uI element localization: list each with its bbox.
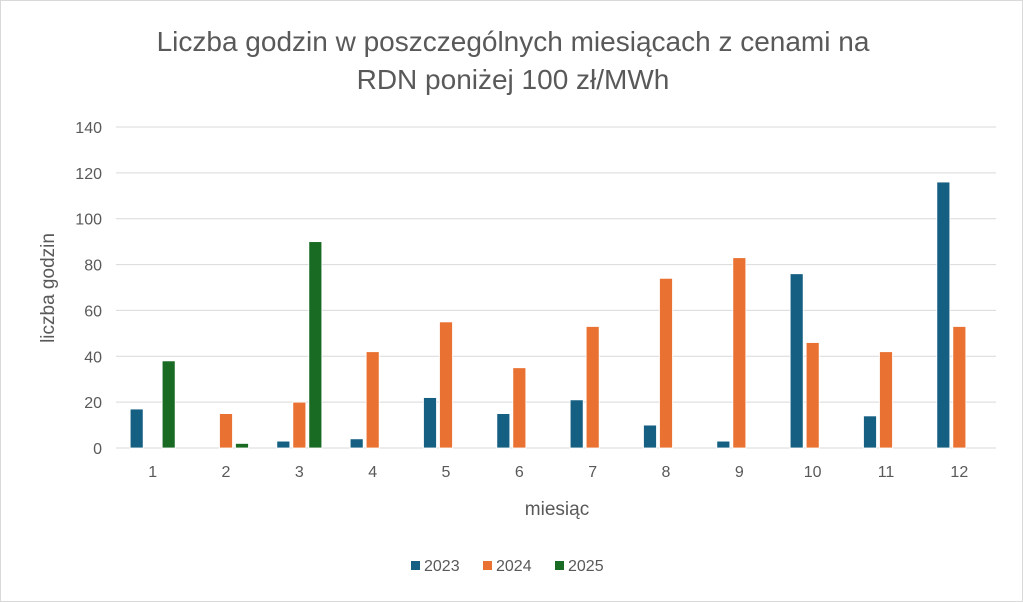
- x-tick-label: 7: [588, 464, 597, 481]
- bar-2023-11: [863, 415, 877, 449]
- bar-2024-5: [439, 321, 453, 449]
- bar-2024-10: [805, 342, 820, 449]
- x-tick-label: 9: [735, 464, 744, 481]
- x-tick-label: 11: [878, 464, 895, 481]
- x-tick-label: 4: [368, 464, 377, 481]
- y-axis-label: liczba godzin: [38, 233, 59, 343]
- bar-2023-9: [716, 440, 731, 449]
- legend-label-2023: 2023: [424, 558, 460, 575]
- bar-2024-3: [292, 401, 307, 449]
- x-tick-label: 5: [442, 464, 451, 481]
- y-tick-label: 140: [75, 120, 102, 137]
- x-tick-label: 10: [804, 464, 822, 481]
- y-tick-label: 100: [75, 212, 102, 229]
- legend-swatch-2023: [411, 561, 420, 570]
- bar-2023-8: [643, 424, 657, 449]
- bar-2025-1: [161, 360, 176, 449]
- bar-2023-3: [276, 440, 291, 449]
- x-tick-label: 1: [148, 464, 157, 481]
- x-axis-label: miesiąc: [525, 499, 589, 520]
- bar-2024-11: [879, 351, 893, 449]
- x-tick-label: 3: [295, 464, 304, 481]
- bar-2023-7: [569, 399, 584, 449]
- y-tick-label: 40: [84, 349, 102, 366]
- legend-label-2025: 2025: [568, 558, 604, 575]
- y-tick-label: 0: [93, 441, 102, 458]
- x-tick-label: 2: [222, 464, 231, 481]
- bar-2023-1: [129, 408, 144, 449]
- x-tick-label: 8: [662, 464, 671, 481]
- bar-2025-3: [308, 241, 323, 449]
- chart-title-line-1: Liczba godzin w poszczególnych miesiącac…: [157, 26, 870, 57]
- y-tick-label: 20: [84, 395, 102, 412]
- bar-2024-8: [659, 277, 673, 449]
- bar-2024-4: [365, 351, 380, 449]
- legend-label-2024: 2024: [496, 558, 532, 575]
- bar-2023-12: [936, 181, 951, 449]
- x-tick-label: 12: [950, 464, 968, 481]
- bar-2023-6: [496, 413, 511, 449]
- legend-swatch-2024: [483, 561, 492, 570]
- y-tick-label: 80: [84, 258, 102, 275]
- bar-2024-12: [952, 326, 967, 449]
- bar-2024-9: [732, 257, 747, 449]
- x-tick-label: 6: [515, 464, 524, 481]
- legend-swatch-2025: [555, 561, 564, 570]
- bar-2024-6: [512, 367, 527, 449]
- y-tick-label: 60: [84, 303, 102, 320]
- bar-2023-5: [423, 397, 437, 449]
- bar-2025-2: [235, 443, 249, 449]
- chart-title-line-2: RDN poniżej 100 zł/MWh: [357, 64, 670, 95]
- bar-2024-7: [585, 326, 600, 449]
- y-tick-label: 120: [75, 166, 102, 183]
- bar-2024-2: [219, 413, 233, 449]
- bar-2023-4: [349, 438, 364, 449]
- bar-2023-10: [789, 273, 804, 449]
